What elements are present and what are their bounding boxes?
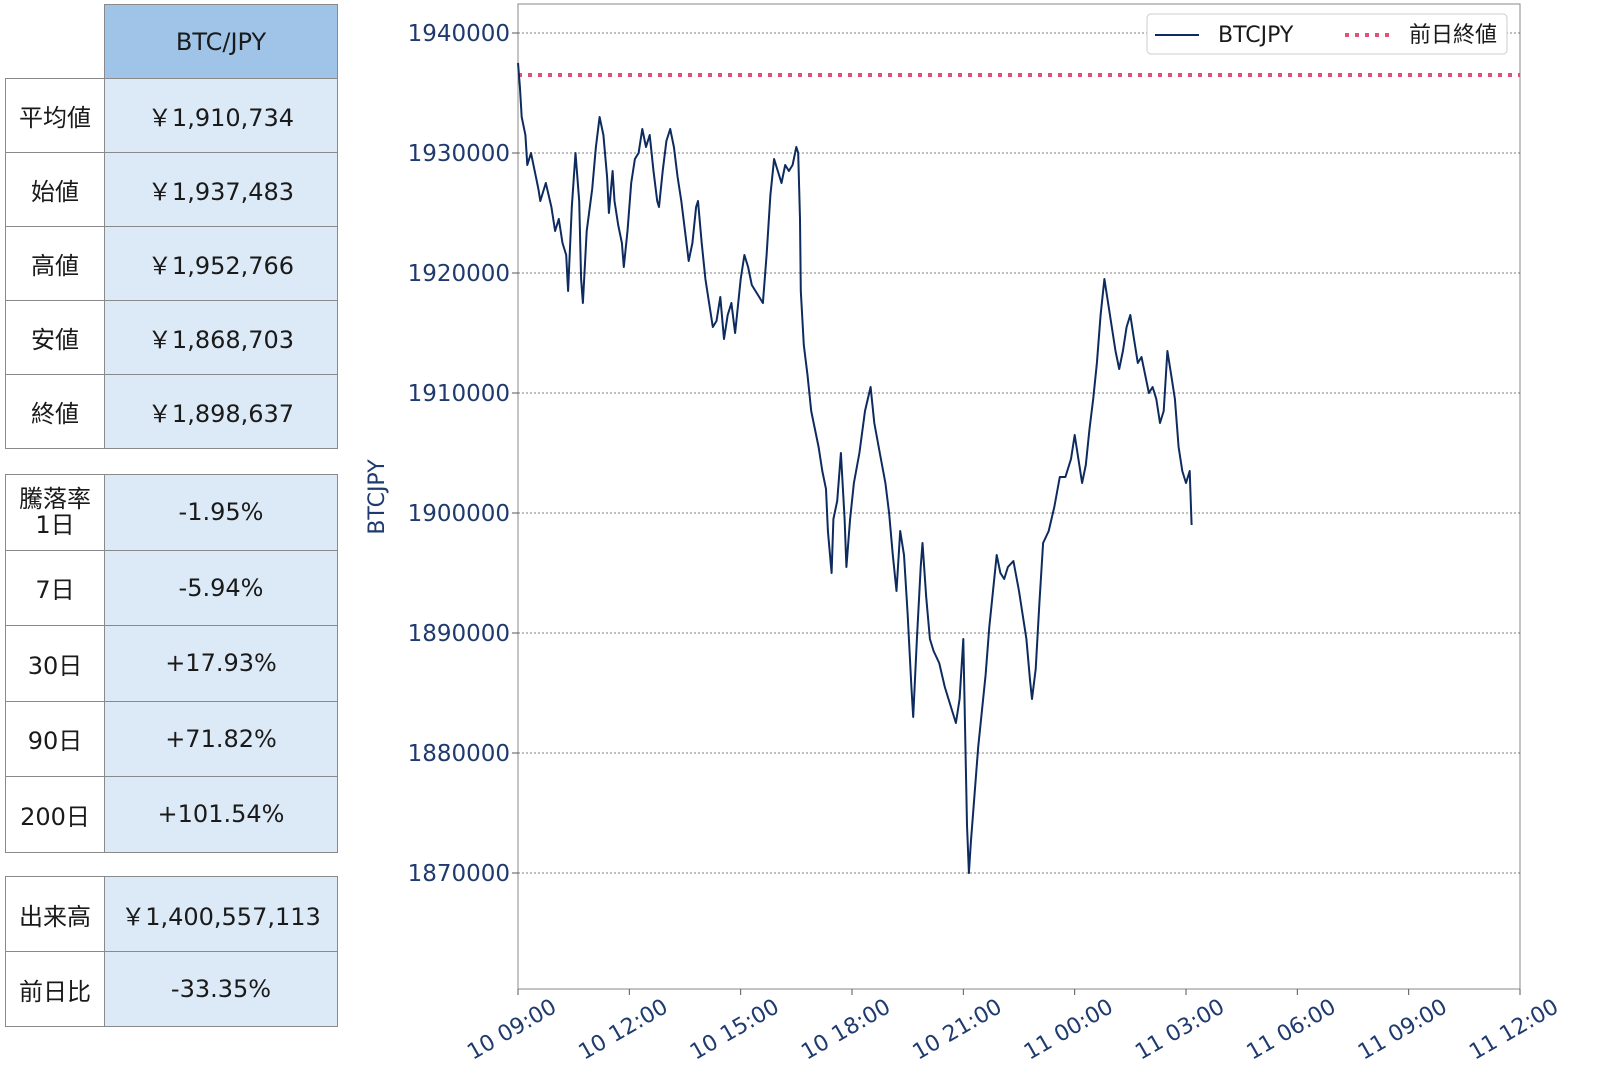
x-tick-label: 11 06:00: [1243, 995, 1341, 1066]
table-row: 高値 ￥1,952,766: [5, 226, 338, 301]
legend-box: [1146, 13, 1508, 55]
plot-area: [517, 3, 1521, 990]
table-row: 騰落率 1日 -1.95%: [5, 474, 338, 551]
row-label-change-90d: 90日: [5, 700, 105, 777]
table-row: 平均値 ￥1,910,734: [5, 78, 338, 153]
row-value-open: ￥1,937,483: [104, 152, 338, 227]
legend: BTCJPY 前日終値: [1146, 13, 1508, 55]
gridlines: [518, 32, 1520, 874]
y-axis: 1870000 1880000 1890000 1900000 1910000 19200…: [408, 21, 518, 887]
volume-table: 出来高 ￥1,400,557,113 前日比 -33.35%: [5, 876, 338, 1027]
table-row: 出来高 ￥1,400,557,113: [5, 876, 338, 952]
row-label-volume: 出来高: [5, 876, 105, 952]
y-tick-label: 1890000: [408, 621, 510, 647]
row-value-volume-change: -33.35%: [104, 951, 338, 1027]
table-row: 始値 ￥1,937,483: [5, 152, 338, 227]
table-row: 30日 +17.93%: [5, 625, 338, 702]
change-rate-title: 騰落率: [19, 485, 91, 514]
table-row: 7日 -5.94%: [5, 549, 338, 626]
y-tick-label: 1900000: [408, 501, 510, 527]
row-value-change-90d: +71.82%: [104, 700, 338, 777]
table-row: 前日比 -33.35%: [5, 951, 338, 1027]
x-tick-label: 11 09:00: [1354, 995, 1452, 1066]
x-tick-label: 11 00:00: [1020, 995, 1118, 1066]
table-row: 90日 +71.82%: [5, 700, 338, 777]
row-label-volume-change: 前日比: [5, 951, 105, 1027]
y-tick-label: 1940000: [408, 21, 510, 47]
series-line-btcjpy: [517, 62, 1193, 874]
row-value-close: ￥1,898,637: [104, 374, 338, 449]
y-axis-label: BTCJPY: [365, 459, 390, 535]
x-tick-label: 11 03:00: [1131, 995, 1229, 1066]
x-axis: 10 09:00 10 12:00 10 15:00 10 18:00 10 21:00…: [463, 989, 1563, 1065]
y-tick-label: 1880000: [408, 741, 510, 767]
change-rate-table: 騰落率 1日 -1.95% 7日 -5.94% 30日 +17.93% 90日 …: [5, 474, 338, 853]
row-label-change-1d: 騰落率 1日: [5, 474, 105, 551]
table-row: 安値 ￥1,868,703: [5, 300, 338, 375]
x-tick-label: 10 15:00: [686, 995, 784, 1066]
x-tick-label: 11 12:00: [1465, 995, 1563, 1066]
row-label-high: 高値: [5, 226, 105, 301]
change-period-1d: 1日: [35, 511, 75, 540]
pair-header: BTC/JPY: [104, 4, 338, 79]
y-tick-label: 1930000: [408, 141, 510, 167]
row-label-open: 始値: [5, 152, 105, 227]
row-value-change-7d: -5.94%: [104, 549, 338, 626]
y-tick-label: 1920000: [408, 261, 510, 287]
row-value-change-200d: +101.54%: [104, 776, 338, 853]
row-label-close: 終値: [5, 374, 105, 449]
legend-label-prev-close: 前日終値: [1409, 23, 1497, 48]
row-value-high: ￥1,952,766: [104, 226, 338, 301]
x-tick-label: 10 12:00: [575, 995, 673, 1066]
table-row: 終値 ￥1,898,637: [5, 374, 338, 449]
row-value-change-1d: -1.95%: [104, 474, 338, 551]
row-value-low: ￥1,868,703: [104, 300, 338, 375]
row-label-low: 安値: [5, 300, 105, 375]
y-tick-label: 1910000: [408, 381, 510, 407]
x-tick-label: 10 21:00: [909, 995, 1007, 1066]
ohlc-summary-table: BTC/JPY 平均値 ￥1,910,734 始値 ￥1,937,483 高値 …: [5, 4, 338, 449]
row-label-change-200d: 200日: [5, 776, 105, 853]
y-tick-label: 1870000: [408, 861, 510, 887]
row-value-change-30d: +17.93%: [104, 625, 338, 702]
legend-label-btcjpy: BTCJPY: [1218, 23, 1294, 48]
x-tick-label: 10 09:00: [463, 995, 561, 1066]
table-row: 200日 +101.54%: [5, 776, 338, 853]
table-header-row: BTC/JPY: [6, 4, 338, 79]
x-tick-label: 10 18:00: [797, 995, 895, 1066]
